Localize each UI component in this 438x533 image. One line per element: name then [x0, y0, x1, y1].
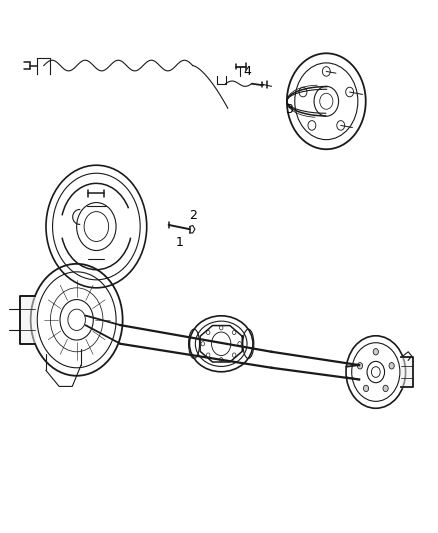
Text: 4: 4 [244, 66, 251, 78]
Circle shape [389, 362, 394, 369]
Circle shape [373, 349, 378, 355]
Circle shape [364, 385, 369, 392]
Polygon shape [20, 296, 35, 344]
Circle shape [383, 385, 388, 392]
Text: 2: 2 [189, 209, 197, 222]
Text: 3: 3 [285, 103, 293, 116]
Text: 1: 1 [176, 236, 184, 249]
Circle shape [357, 362, 363, 369]
Polygon shape [401, 357, 413, 387]
